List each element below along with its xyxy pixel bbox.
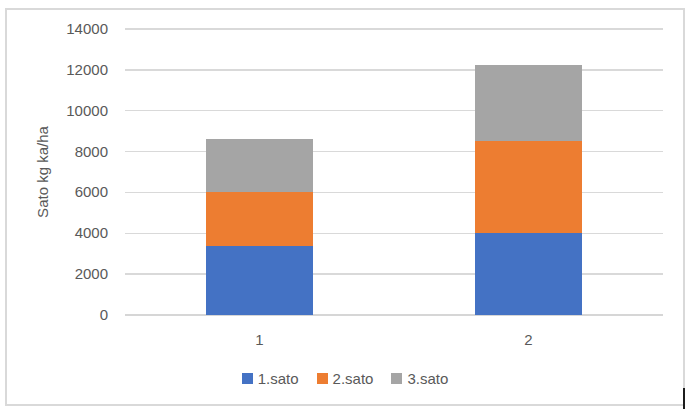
x-tick-label: 1 — [220, 330, 300, 350]
legend: 1.sato 2.sato 3.sato — [7, 370, 683, 387]
y-tick-label: 0 — [38, 305, 108, 325]
x-tick-label: 2 — [489, 330, 569, 350]
y-tick-label: 14000 — [38, 19, 108, 39]
gridline — [125, 110, 663, 112]
legend-swatch-icon — [242, 373, 253, 384]
bar-segment-1.sato-cat2 — [475, 233, 582, 315]
y-axis-title: Sato kg ka/ha — [34, 117, 51, 227]
legend-item-2.sato: 2.sato — [317, 370, 374, 387]
bar-segment-3.sato-cat2 — [475, 65, 582, 142]
plot-area — [125, 29, 663, 315]
bar-segment-2.sato-cat1 — [206, 192, 313, 245]
y-tick-label: 6000 — [38, 182, 108, 202]
gridline — [125, 28, 663, 30]
bar-segment-3.sato-cat1 — [206, 139, 313, 192]
legend-item-3.sato: 3.sato — [391, 370, 448, 387]
bar-segment-1.sato-cat1 — [206, 246, 313, 315]
legend-label: 1.sato — [258, 370, 299, 387]
y-tick-label: 12000 — [38, 60, 108, 80]
gridline — [125, 69, 663, 71]
legend-item-1.sato: 1.sato — [242, 370, 299, 387]
y-tick-label: 4000 — [38, 223, 108, 243]
y-tick-label: 8000 — [38, 142, 108, 162]
y-tick-label: 2000 — [38, 264, 108, 284]
screen-artifact-line — [683, 388, 685, 409]
bar-segment-2.sato-cat2 — [475, 141, 582, 233]
screenshot-root: Sato kg ka/ha 0 2000 4000 6000 8000 10000 1200… — [0, 0, 688, 413]
legend-label: 3.sato — [407, 370, 448, 387]
legend-swatch-icon — [391, 373, 402, 384]
legend-swatch-icon — [317, 373, 328, 384]
legend-label: 2.sato — [333, 370, 374, 387]
chart-container: Sato kg ka/ha 0 2000 4000 6000 8000 10000 1200… — [5, 8, 685, 406]
y-tick-label: 10000 — [38, 101, 108, 121]
